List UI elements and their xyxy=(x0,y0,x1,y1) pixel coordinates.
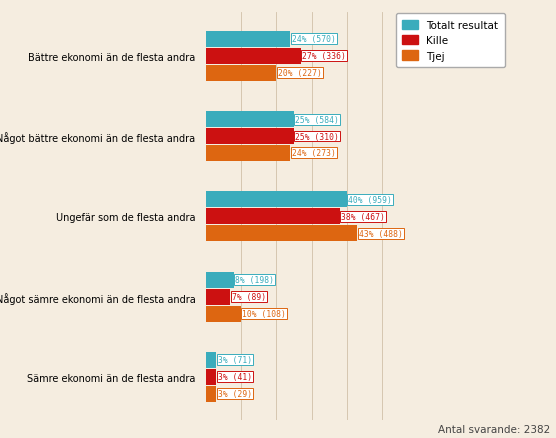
Bar xyxy=(206,66,276,81)
Text: 3% (71): 3% (71) xyxy=(218,356,252,364)
Text: 25% (310): 25% (310) xyxy=(295,132,339,141)
Bar xyxy=(206,145,290,162)
Text: 8% (198): 8% (198) xyxy=(235,276,274,285)
Text: 7% (89): 7% (89) xyxy=(232,293,266,301)
Text: 40% (959): 40% (959) xyxy=(348,195,392,205)
Bar xyxy=(206,352,216,368)
Bar xyxy=(206,129,294,145)
Bar xyxy=(206,112,294,128)
Bar xyxy=(206,192,347,208)
Text: 27% (336): 27% (336) xyxy=(302,52,346,61)
Bar xyxy=(206,272,234,288)
Bar xyxy=(206,369,216,385)
Text: 38% (467): 38% (467) xyxy=(341,212,385,221)
Text: Antal svarande: 2382: Antal svarande: 2382 xyxy=(438,424,550,434)
Bar xyxy=(206,289,230,305)
Bar xyxy=(206,32,290,48)
Bar xyxy=(206,209,340,225)
Text: 43% (488): 43% (488) xyxy=(359,229,403,238)
Bar xyxy=(206,226,358,242)
Text: 3% (41): 3% (41) xyxy=(218,373,252,381)
Text: 24% (273): 24% (273) xyxy=(292,149,336,158)
Text: 25% (584): 25% (584) xyxy=(295,115,339,124)
Bar xyxy=(206,49,301,64)
Text: 3% (29): 3% (29) xyxy=(218,389,252,399)
Text: 10% (108): 10% (108) xyxy=(242,309,286,318)
Text: 20% (227): 20% (227) xyxy=(277,69,321,78)
Bar xyxy=(206,386,216,402)
Text: 24% (570): 24% (570) xyxy=(292,35,336,44)
Bar xyxy=(206,306,241,322)
Legend: Totalt resultat, Kille, Tjej: Totalt resultat, Kille, Tjej xyxy=(396,14,505,68)
